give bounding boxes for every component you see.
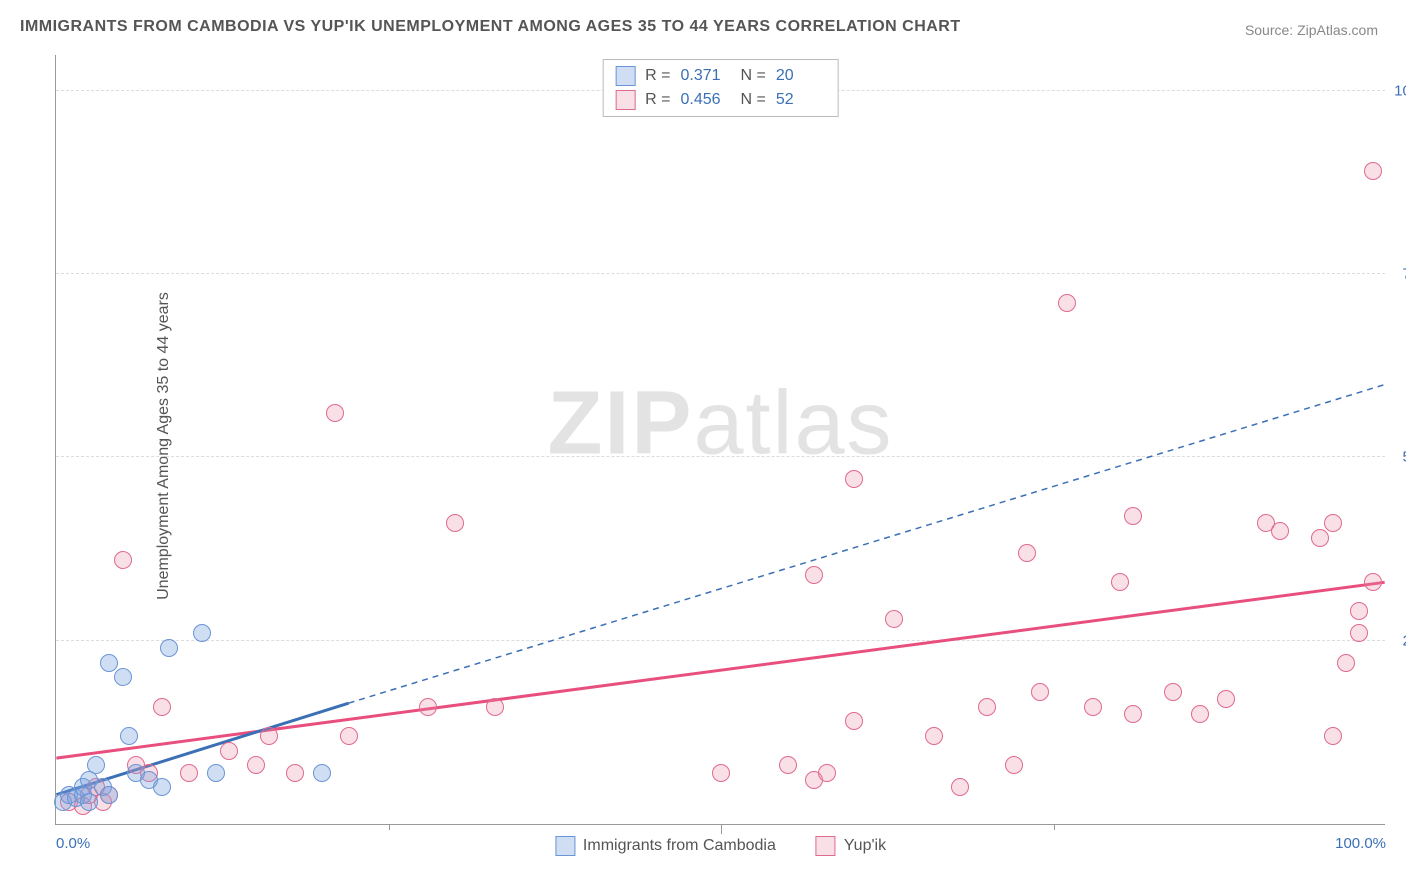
legend-item-yupik: Yup'ik [816,836,886,856]
x-tick-label: 100.0% [1335,835,1386,852]
x-minor-tick [389,824,390,830]
swatch-cambodia [615,66,635,86]
point-cambodia [193,624,211,642]
point-yupik [1271,522,1289,540]
point-yupik [1337,654,1355,672]
point-cambodia [87,756,105,774]
point-yupik [1124,507,1142,525]
point-yupik [805,566,823,584]
n-label: N = [741,67,766,85]
point-yupik [180,764,198,782]
point-yupik [220,742,238,760]
point-yupik [779,756,797,774]
gridline [56,273,1385,274]
point-cambodia [313,764,331,782]
scatter-plot: ZIPatlas R = 0.371 N = 20 R = 0.456 N = … [55,55,1385,825]
point-yupik [712,764,730,782]
point-yupik [1111,573,1129,591]
r-label: R = [645,91,670,109]
point-cambodia [120,727,138,745]
point-yupik [1164,683,1182,701]
point-yupik [1324,727,1342,745]
point-yupik [978,698,996,716]
point-cambodia [207,764,225,782]
point-cambodia [153,778,171,796]
point-yupik [486,698,504,716]
gridline [56,456,1385,457]
point-yupik [925,727,943,745]
point-yupik [1084,698,1102,716]
y-tick-label: 25.0% [1402,632,1406,649]
n-value-cambodia: 20 [776,67,826,85]
point-cambodia [100,654,118,672]
point-yupik [340,727,358,745]
point-yupik [845,712,863,730]
point-yupik [153,698,171,716]
chart-title: IMMIGRANTS FROM CAMBODIA VS YUP'IK UNEMP… [20,18,961,36]
series-label-cambodia: Immigrants from Cambodia [583,837,776,855]
r-label: R = [645,67,670,85]
x-major-tick [721,824,722,834]
correlation-legend: R = 0.371 N = 20 R = 0.456 N = 52 [602,59,839,117]
point-yupik [1124,705,1142,723]
point-cambodia [100,786,118,804]
point-yupik [326,404,344,422]
point-yupik [419,698,437,716]
point-yupik [818,764,836,782]
point-yupik [1350,624,1368,642]
point-yupik [1031,683,1049,701]
y-tick-label: 75.0% [1402,266,1406,283]
point-yupik [1350,602,1368,620]
swatch-yupik [816,836,836,856]
swatch-yupik [615,90,635,110]
r-value-yupik: 0.456 [681,91,731,109]
gridline [56,640,1385,641]
point-yupik [885,610,903,628]
n-label: N = [741,91,766,109]
y-tick-label: 100.0% [1394,82,1406,99]
point-yupik [1005,756,1023,774]
legend-item-cambodia: Immigrants from Cambodia [555,836,776,856]
x-tick-label: 0.0% [56,835,90,852]
series-legend: Immigrants from Cambodia Yup'ik [555,836,886,856]
trend-lines [56,55,1385,824]
watermark: ZIPatlas [547,373,893,476]
point-yupik [845,470,863,488]
point-cambodia [114,668,132,686]
point-yupik [1324,514,1342,532]
point-yupik [1311,529,1329,547]
point-yupik [1018,544,1036,562]
r-value-cambodia: 0.371 [681,67,731,85]
y-tick-label: 50.0% [1402,449,1406,466]
point-yupik [114,551,132,569]
swatch-cambodia [555,836,575,856]
x-minor-tick [1054,824,1055,830]
point-yupik [247,756,265,774]
point-yupik [1217,690,1235,708]
point-yupik [286,764,304,782]
point-yupik [1364,162,1382,180]
point-yupik [1364,573,1382,591]
point-cambodia [160,639,178,657]
point-cambodia [80,793,98,811]
point-yupik [1191,705,1209,723]
point-yupik [446,514,464,532]
point-yupik [951,778,969,796]
source-label: Source: ZipAtlas.com [1245,22,1378,38]
point-yupik [260,727,278,745]
n-value-yupik: 52 [776,91,826,109]
legend-row-yupik: R = 0.456 N = 52 [615,88,826,112]
legend-row-cambodia: R = 0.371 N = 20 [615,64,826,88]
point-yupik [1058,294,1076,312]
series-label-yupik: Yup'ik [844,837,886,855]
